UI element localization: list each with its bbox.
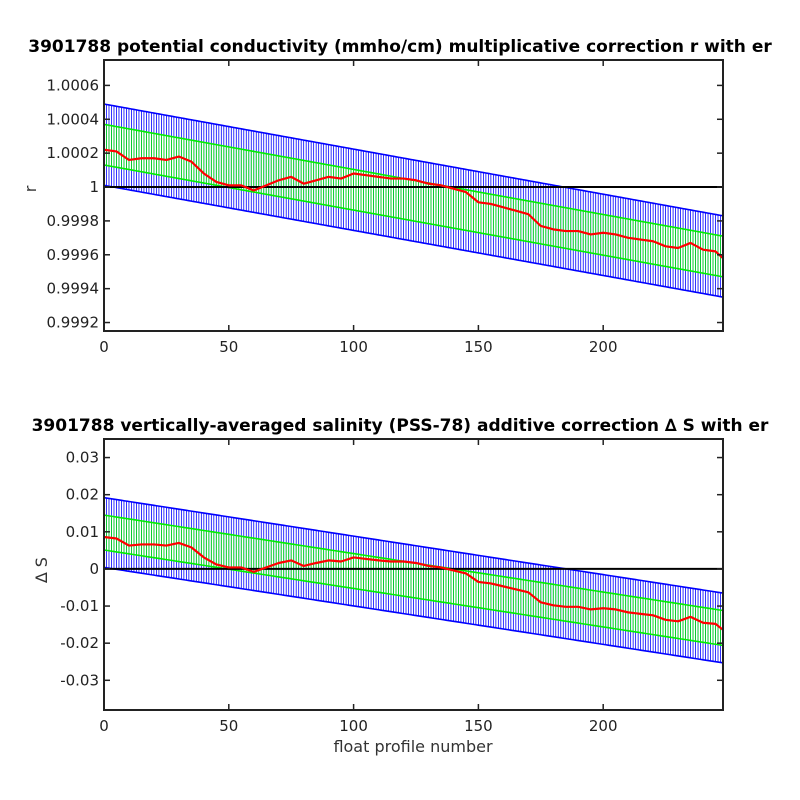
top-ytick-label: 0.9992 xyxy=(47,314,100,332)
bottom-xtick-label: 200 xyxy=(589,717,618,735)
bottom-chart-ylabel: ∆ S xyxy=(32,557,51,584)
top-correction-line xyxy=(103,148,724,259)
conductivity-correction-panel: 3901788 potential conductivity (mmho/cm)… xyxy=(21,37,772,356)
top-xtick-label: 150 xyxy=(464,338,493,356)
top-xtick-label: 100 xyxy=(339,338,368,356)
bottom-correction-line xyxy=(103,535,724,631)
bottom-axes-frame xyxy=(103,438,724,711)
bottom-errorbar-lower-edge xyxy=(103,549,724,647)
bottom-chart-plot-area: -0.03 -0.02 -0.01 0 0.01 0.02 0.03 0 50 100 150 200 xyxy=(60,438,724,735)
top-xtick-label: 200 xyxy=(589,338,618,356)
top-chart-plot-area: 0.9992 0.9994 0.9996 0.9998 1 1.0002 1.0004 1.0… xyxy=(47,59,724,356)
top-errorbar-lower-edge xyxy=(103,184,724,298)
salinity-correction-panel: 3901788 vertically-averaged salinity (PS… xyxy=(32,416,769,756)
bottom-ytick-label: -0.02 xyxy=(60,634,99,652)
bottom-chart-title: 3901788 vertically-averaged salinity (PS… xyxy=(32,416,769,436)
bottom-xtick-label: 50 xyxy=(219,717,238,735)
top-ytick-label: 0.9998 xyxy=(47,212,100,230)
bottom-xtick-label: 0 xyxy=(99,717,109,735)
top-errorbar-lower-edge xyxy=(103,164,724,278)
bottom-ytick-label: 0.03 xyxy=(66,449,99,467)
top-ytick-label: 1.0002 xyxy=(47,144,100,162)
top-ytick-label: 1 xyxy=(89,178,99,196)
bottom-xtick-label: 100 xyxy=(339,717,368,735)
bottom-ytick-label: 0.02 xyxy=(66,486,99,504)
top-ytick-label: 1.0006 xyxy=(47,76,100,94)
top-errorbar-upper-edge xyxy=(103,103,724,217)
bottom-errorbars-inner xyxy=(103,514,724,647)
top-errorbars-inner xyxy=(103,123,724,278)
top-axes-frame xyxy=(103,59,724,332)
bottom-ytick-label: -0.03 xyxy=(60,671,99,689)
top-ytick-label: 0.9994 xyxy=(47,280,100,298)
bottom-ytick-label: 0.01 xyxy=(66,523,99,541)
top-chart-ylabel: r xyxy=(21,185,40,192)
top-chart-title: 3901788 potential conductivity (mmho/cm)… xyxy=(28,37,772,57)
bottom-errorbar-lower-edge xyxy=(103,566,724,664)
top-xtick-label: 50 xyxy=(219,338,238,356)
top-ytick-label: 1.0004 xyxy=(47,110,100,128)
bottom-ytick-label: -0.01 xyxy=(60,597,99,615)
top-ytick-label: 0.9996 xyxy=(47,246,100,264)
bottom-ytick-label: 0 xyxy=(89,560,99,578)
top-xtick-label: 0 xyxy=(99,338,109,356)
bottom-xtick-label: 150 xyxy=(464,717,493,735)
bottom-chart-xlabel: float profile number xyxy=(333,737,493,756)
bottom-errorbar-upper-edge xyxy=(103,496,724,594)
